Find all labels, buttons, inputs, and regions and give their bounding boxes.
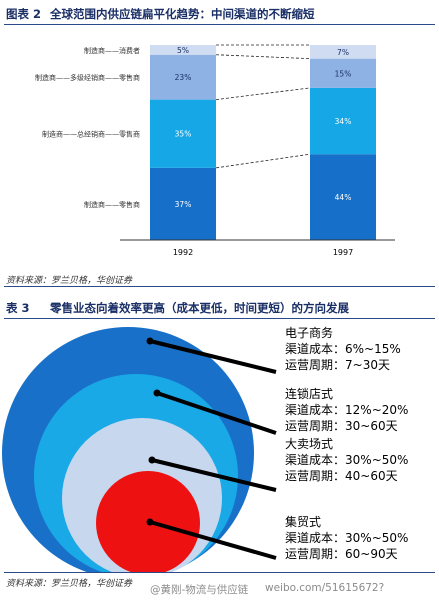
figure2-bottom-rule <box>4 572 435 573</box>
data-label: 44% <box>335 193 352 202</box>
format-cost-hypermarket: 渠道成本：30%~50% <box>285 453 408 467</box>
format-cycle-hypermarket: 运营周期：40~60天 <box>285 469 398 483</box>
figure1-bottom-rule <box>4 286 435 287</box>
legend-label: 制造商——零售商 <box>84 200 140 209</box>
legend-label: 制造商——总经销商——零售商 <box>42 130 140 139</box>
callout-line <box>156 391 277 435</box>
data-label: 35% <box>175 130 192 139</box>
bar-segment <box>150 54 216 100</box>
bar-segment <box>150 167 216 240</box>
bar-segment <box>150 99 216 168</box>
format-cost-ecommerce: 渠道成本：6%~15% <box>285 342 401 356</box>
data-label: 37% <box>175 200 192 209</box>
data-label: 15% <box>335 69 352 78</box>
callout-chain-store: 连锁店式 渠道成本：12%~20% 运营周期：30~60天 <box>153 386 408 435</box>
watermark-url: weibo.com/51615672? <box>265 582 385 594</box>
legend-label: 制造商——多级经销商——零售商 <box>35 73 140 82</box>
callout-hypermarket: 大卖场式 渠道成本：30%~50% 运营周期：40~60天 <box>148 437 408 492</box>
figure1-number: 图表 2 <box>6 7 42 21</box>
callout-line <box>149 520 277 560</box>
figure2-title: 零售业态向着效率更高（成本更低，时间更短）的方向发展 <box>50 301 349 315</box>
figure2-number: 表 3 <box>6 301 30 315</box>
data-label: 23% <box>175 73 192 82</box>
bar-segment <box>310 154 376 240</box>
format-cycle-bazaar: 运营周期：60~90天 <box>285 547 398 561</box>
callout-line <box>151 458 277 492</box>
format-name-hypermarket: 大卖场式 <box>285 437 333 451</box>
watermark-author: @黄刚-物流与供应链 <box>150 584 249 596</box>
bar-segment <box>310 45 376 59</box>
data-label: 5% <box>177 46 189 55</box>
bar-segment <box>310 87 376 155</box>
format-name-chain-store: 连锁店式 <box>285 386 333 401</box>
callout-bazaar: 集贸式 渠道成本：30%~50% 运营周期：60~90天 <box>146 514 408 561</box>
figure2-header: 表 3 零售业态向着效率更高（成本更低，时间更短）的方向发展 <box>4 296 435 319</box>
figure1-header: 图表 2 全球范围内供应链扁平化趋势：中间渠道的不断缩短 <box>4 2 435 25</box>
connector-line <box>215 54 311 60</box>
format-cost-bazaar: 渠道成本：30%~50% <box>285 531 408 545</box>
connector-line <box>215 153 311 169</box>
callout-ecommerce: 电子商务 渠道成本：6%~15% 运营周期：7~30天 <box>146 325 401 374</box>
format-name-bazaar: 集贸式 <box>285 514 321 529</box>
format-cycle-chain-store: 运营周期：30~60天 <box>285 419 398 433</box>
figure1-source: 资料来源：罗兰贝格，华创证券 <box>6 276 133 286</box>
x-tick-label: 1997 <box>333 248 353 257</box>
format-cycle-ecommerce: 运营周期：7~30天 <box>285 358 390 372</box>
connector-line <box>215 87 311 100</box>
format-cost-chain-store: 渠道成本：12%~20% <box>285 403 408 417</box>
bar-segment <box>310 58 376 88</box>
retail-format-diagram: 电子商务 渠道成本：6%~15% 运营周期：7~30天 连锁店式 渠道成本：12… <box>2 325 408 573</box>
x-tick-label: 1992 <box>173 248 193 257</box>
figure1-title: 全球范围内供应链扁平化趋势：中间渠道的不断缩短 <box>50 7 315 21</box>
legend-label: 制造商——消费者 <box>84 46 140 55</box>
data-label: 7% <box>337 48 349 57</box>
callout-line <box>149 339 277 374</box>
format-name-ecommerce: 电子商务 <box>285 325 333 340</box>
bar-segment <box>150 45 216 55</box>
stacked-bar-chart: 37% 35% 23% 5% 44% 34% 15% 7% 制造商——零售商 制造商——总经销商… <box>35 44 395 257</box>
figure2-source: 资料来源：罗兰贝格，华创证券 <box>6 579 133 589</box>
data-label: 34% <box>335 117 352 126</box>
